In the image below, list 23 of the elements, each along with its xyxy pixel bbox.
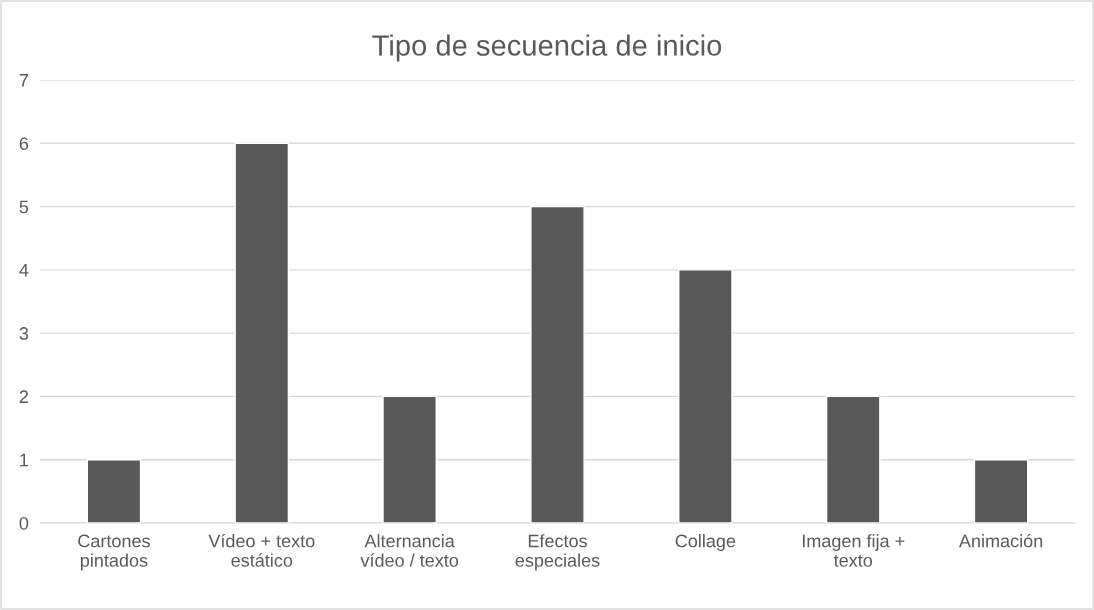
- chart-title: Tipo de secuencia de inicio: [372, 34, 722, 62]
- bar: [973, 459, 1029, 523]
- x-tick-label: Vídeo + texto estático: [208, 533, 315, 567]
- y-tick-label: 7: [19, 74, 28, 87]
- x-tick-label: Alternancia vídeo / texto: [360, 534, 459, 567]
- x-tick-label: Imagen fija + texto: [802, 534, 905, 567]
- bar: [825, 395, 881, 523]
- x-tick-label: Efectos especiales: [515, 534, 600, 571]
- x-tick-label: Animación: [958, 533, 1043, 548]
- bar: [86, 459, 142, 523]
- y-tick-label: 6: [19, 137, 29, 151]
- y-tick-label: 5: [19, 200, 29, 214]
- y-tick-label: 2: [19, 390, 28, 403]
- x-tick-label: Cartones pintados: [78, 534, 150, 571]
- bar: [678, 269, 733, 523]
- bar: [382, 395, 437, 523]
- y-tick-label: 1: [20, 453, 29, 467]
- x-tick-label: Collage: [675, 534, 736, 551]
- y-tick-label: 3: [19, 327, 29, 340]
- y-tick-label: 0: [19, 516, 29, 530]
- bar: [530, 205, 585, 523]
- bar: [234, 142, 290, 523]
- y-tick-label: 4: [19, 263, 29, 277]
